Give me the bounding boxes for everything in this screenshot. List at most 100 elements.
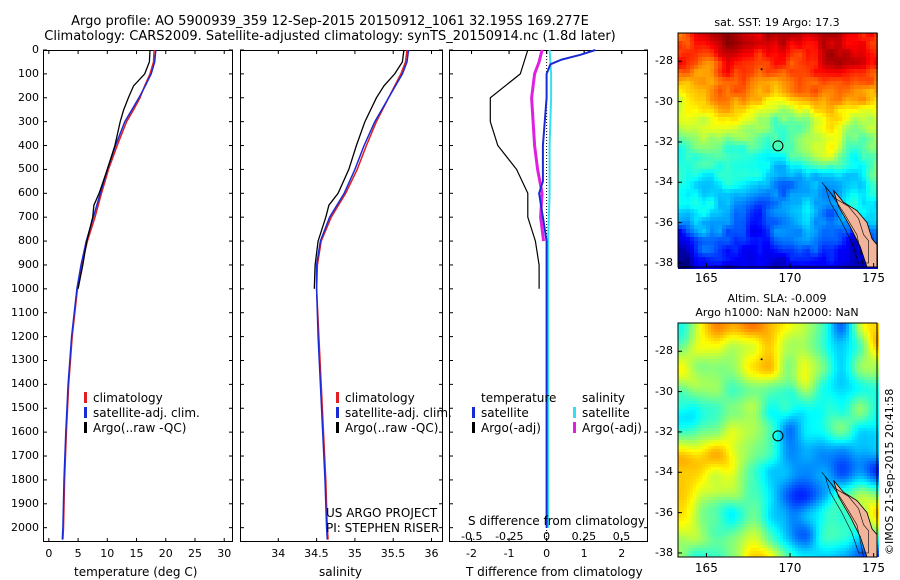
sla-cell [828,332,831,335]
sst-cell [742,57,746,61]
sla-cell [864,368,867,371]
sst-cell [766,237,770,241]
sst-cell [706,225,710,229]
sst-cell [794,73,798,77]
sst-cell [770,233,774,237]
sla-cell [810,380,813,383]
sla-cell [828,368,831,371]
sst-cell [810,249,814,253]
sst-cell [770,145,774,149]
sst-cell [850,201,854,205]
sst-cell [726,249,730,253]
sst-cell [742,153,746,157]
sst-cell [686,201,690,205]
depth-tick-label: 1100 [11,305,39,319]
sla-cell [813,341,816,344]
sst-cell [862,169,866,173]
sla-cell [867,338,870,341]
sla-cell [753,377,756,380]
sla-cell [717,401,720,404]
sst-cell [794,237,798,241]
sla-cell [816,347,819,350]
sla-cell [867,344,870,347]
sla-cell [726,332,729,335]
sst-cell [850,149,854,153]
sla-cell [711,353,714,356]
sla-cell [843,377,846,380]
sst-cell [750,225,754,229]
sst-cell [742,229,746,233]
sst-cell [838,165,842,169]
sla-cell [753,323,756,326]
sst-cell [718,225,722,229]
sst-cell [718,149,722,153]
sst-cell [726,65,730,69]
sst-cell [746,105,750,109]
sst-cell [686,177,690,181]
sla-cell [684,392,687,395]
sst-cell [790,145,794,149]
sst-cell [678,105,682,109]
sst-cell [682,205,686,209]
sst-cell [766,153,770,157]
sst-cell [802,185,806,189]
sla-cell [708,380,711,383]
sst-cell [866,97,870,101]
sst-cell [822,109,826,113]
sla-cell [711,377,714,380]
sst-cell [810,113,814,117]
sla-cell [693,326,696,329]
sla-cell [750,401,753,404]
sla-cell [696,383,699,386]
salinity-legend: climatology satellite-adj. clim. Argo(..… [336,391,452,436]
sla-cell [756,332,759,335]
sla-cell [867,332,870,335]
sst-cell [866,213,870,217]
sla-cell [864,392,867,395]
sst-cell [798,245,802,249]
sst-cell [750,69,754,73]
sla-cell [747,368,750,371]
sst-cell [758,241,762,245]
sla-cell [843,329,846,332]
sst-cell [770,109,774,113]
sla-cell [867,353,870,356]
sla-cell [735,368,738,371]
sst-cell [690,157,694,161]
sst-cell [706,89,710,93]
sst-cell [822,209,826,213]
sst-cell [730,201,734,205]
sst-cell [866,165,870,169]
sla-cell [852,365,855,368]
sla-cell [750,332,753,335]
sst-cell [702,233,706,237]
sst-cell [826,185,830,189]
sst-cell [842,113,846,117]
sst-cell [678,225,682,229]
sst-cell [814,133,818,137]
sst-cell [770,201,774,205]
sla-cell [720,335,723,338]
sst-cell [750,37,754,41]
sst-cell [854,101,858,105]
sst-cell [770,33,774,37]
sst-cell [786,61,790,65]
sla-cell [819,338,822,341]
sst-cell [770,125,774,129]
sla-cell [852,395,855,398]
sst-cell [782,181,786,185]
sst-cell [762,225,766,229]
sla-cell [744,341,747,344]
sst-cell [850,57,854,61]
sst-cell [830,205,834,209]
sst-cell [738,65,742,69]
sla-cell [807,362,810,365]
sst-cell [790,209,794,213]
sst-cell [706,233,710,237]
sla-cell [852,386,855,389]
sst-cell [842,77,846,81]
sst-cell [842,261,846,265]
sla-cell [804,365,807,368]
sst-cell [834,109,838,113]
sla-cell [723,338,726,341]
